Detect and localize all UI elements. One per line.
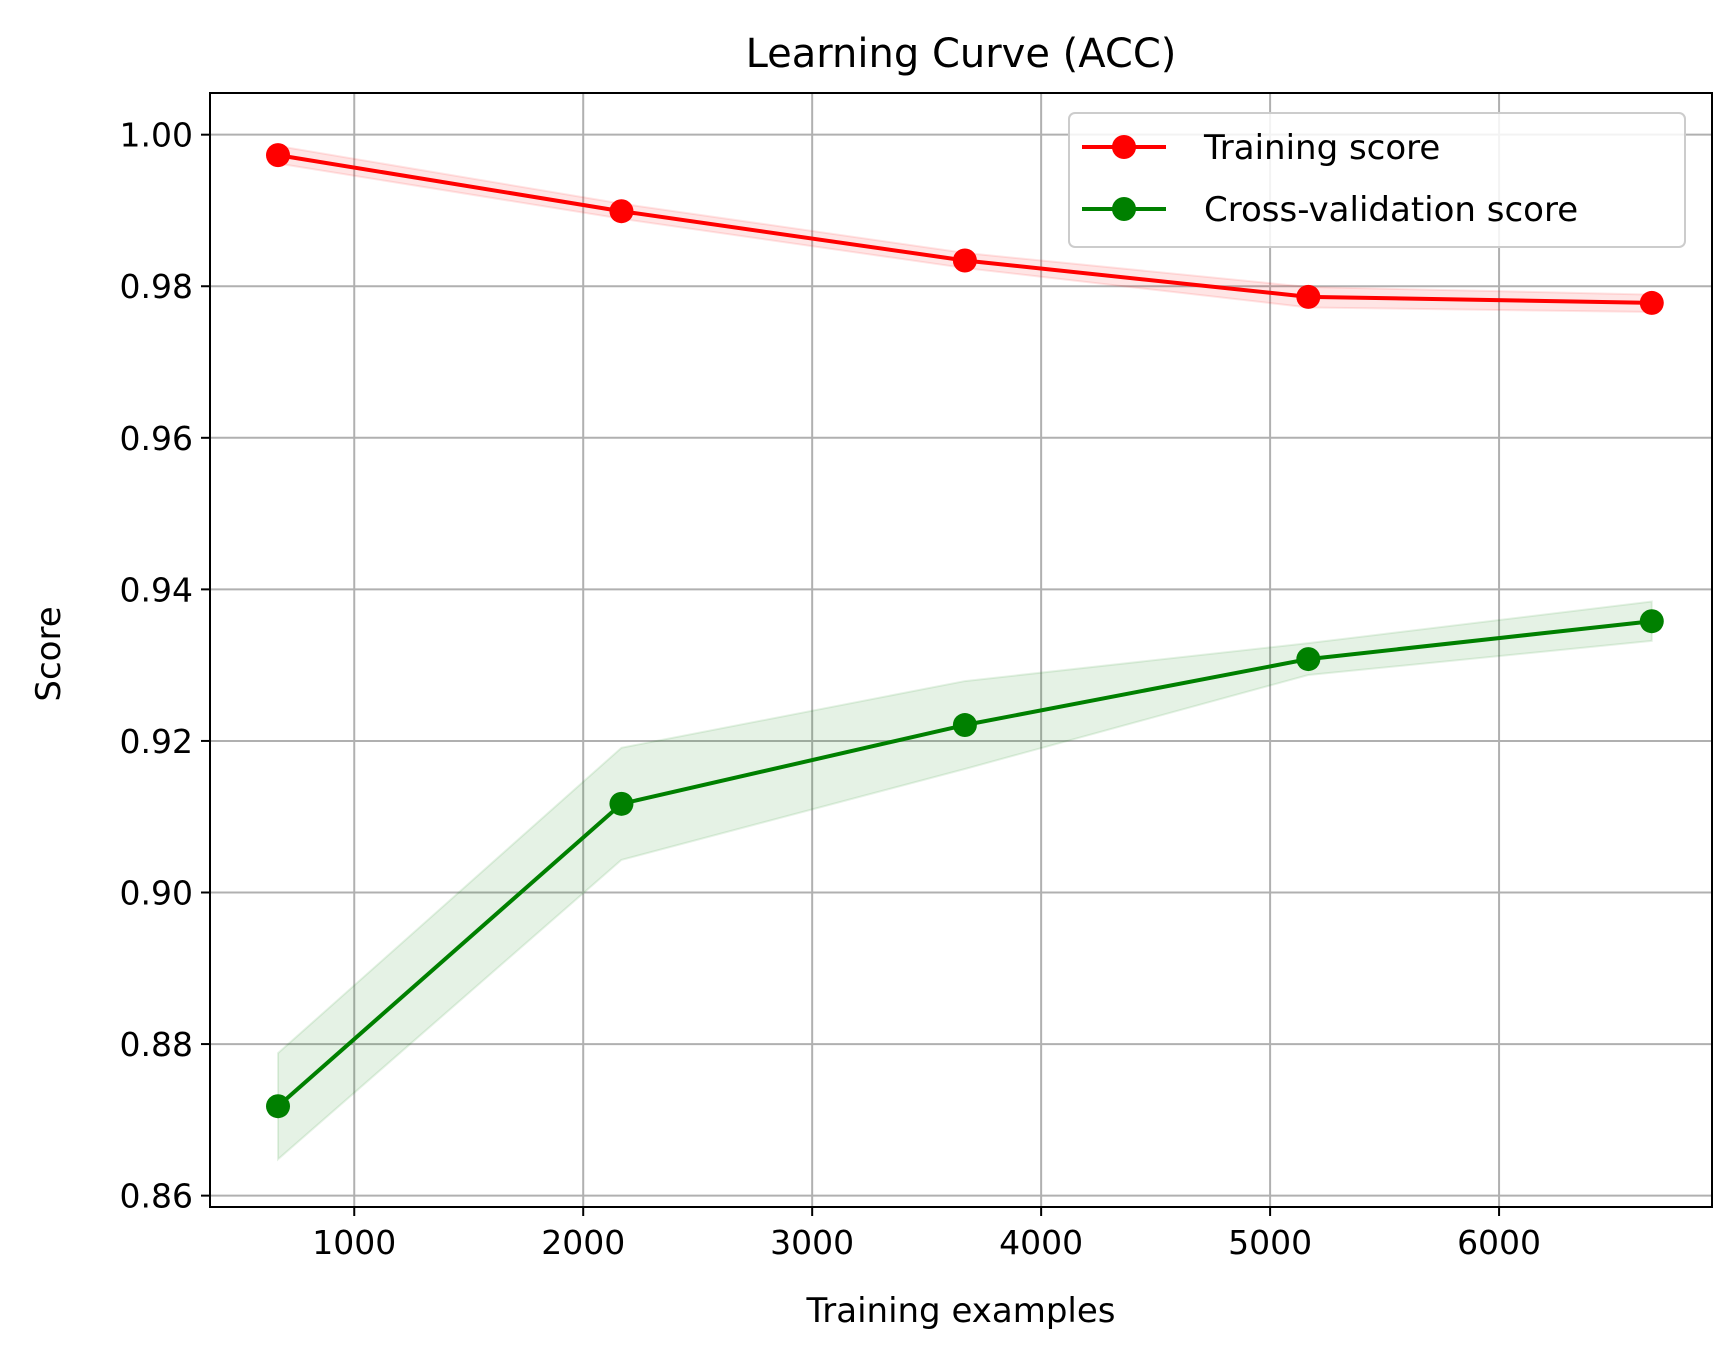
x-tick-label-2000: 2000 [541,1223,625,1262]
plot-frame [209,92,1713,1208]
y-tick-label-0.96: 0.96 [120,419,193,458]
cross-validation-score-point-3667 [952,713,977,738]
x-tick-label-4000: 4000 [999,1223,1083,1262]
y-tick-label-1.00: 1.00 [120,116,193,155]
legend-swatch-training-score-marker [1112,135,1136,159]
x-tick-label-1000: 1000 [312,1223,396,1262]
x-tick-label-3000: 3000 [770,1223,854,1262]
tick-layer: 1000 2000 3000 4000 5000 6000 0.86 0.88 0.90 0.92… [120,116,1542,1262]
y-axis-title: Score [29,606,69,701]
training-score-point-5167 [1296,284,1321,309]
cross-validation-score-point-2167 [609,791,634,816]
grid-layer [210,93,1712,1207]
legend-box [1068,112,1686,248]
y-tick-label-0.98: 0.98 [120,267,193,306]
cross-validation-score-point-6667 [1639,609,1664,634]
y-tick-label-0.90: 0.90 [120,874,193,913]
line-layer [266,143,1664,1119]
y-tick-label-0.88: 0.88 [120,1025,193,1064]
y-tick-label-0.94: 0.94 [120,570,193,609]
training-score-point-6667 [1639,290,1664,315]
chart-title: Learning Curve (ACC) [746,31,1177,77]
x-tick-label-5000: 5000 [1228,1223,1312,1262]
y-tick-label-0.86: 0.86 [120,1177,193,1216]
training-score-point-3667 [952,248,977,273]
cross-validation-score-point-5167 [1296,647,1321,672]
legend-swatch-cross-validation-score-marker [1112,197,1136,221]
legend: Training score Cross-validation score [1068,112,1686,248]
training-score-point-2167 [609,199,634,224]
legend-label-cross-validation-score: Cross-validation score [1204,190,1578,230]
x-axis-title: Training examples [805,1291,1115,1331]
y-tick-label-0.92: 0.92 [120,722,193,761]
training-score-point-667 [266,143,291,168]
cross-validation-score-point-667 [266,1094,291,1119]
legend-label-training-score: Training score [1203,128,1440,168]
x-tick-label-6000: 6000 [1457,1223,1541,1262]
